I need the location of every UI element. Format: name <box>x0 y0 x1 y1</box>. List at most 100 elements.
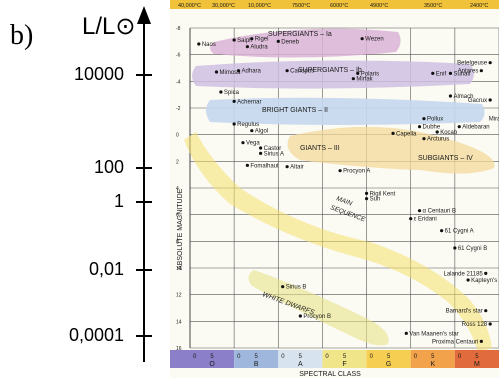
star: Almach <box>448 94 473 100</box>
star: Capella <box>391 131 417 137</box>
spectral-subclass-label: 5 <box>387 354 391 360</box>
spectral-subclass-label: 0 <box>237 354 241 360</box>
star: Algol <box>250 129 268 135</box>
spectral-class-cell: 0 5O <box>190 350 235 368</box>
star-dot <box>259 146 263 150</box>
temperature-strip: 40,000°C 30,000°C 10,000°C 7500°C 6000°C 4900… <box>170 0 499 9</box>
magnitude-tick-label: -6 <box>176 53 181 59</box>
spectral-subclass-label: 5 <box>255 354 259 360</box>
spectral-class-swatch <box>454 350 499 368</box>
star-dot <box>364 191 369 195</box>
star: Naos <box>197 42 216 48</box>
spectral-subclass-label: 5 <box>343 354 347 360</box>
star-dot <box>364 197 369 201</box>
spectral-class-strip: 0 5O0 5B0 5A0 5F0 5G0 5K0 5M <box>170 350 499 368</box>
temperature-label: 4900°C <box>370 3 388 9</box>
magnitude-labels: -8 -6 -4 -2 0 2 4 6 8 10 12 14 16 <box>176 26 182 352</box>
temperature-label: 40,000°C <box>178 3 201 9</box>
spectral-subclass-label: 0 <box>325 354 329 360</box>
star-dot <box>448 71 453 75</box>
star: Lalande 21185 <box>443 271 488 277</box>
magnitude-tick-label: 2 <box>176 159 179 165</box>
star-label: Saiph <box>237 38 252 44</box>
star-label: Deneb <box>281 39 299 45</box>
star-label: Ross 128 <box>462 322 488 328</box>
star-label: Aldebaran <box>462 125 489 131</box>
star-label: Wezen <box>365 37 384 43</box>
star-dot <box>457 125 461 129</box>
star-dot <box>448 94 453 98</box>
temperature-strip-bg <box>170 0 499 9</box>
spectral-class-swatch <box>278 350 323 368</box>
luminosity-axis-label: L/L⊙ <box>82 13 136 40</box>
star: Altair <box>285 165 304 171</box>
spectral-class-cell: 0 5B <box>234 350 279 368</box>
spectral-strip-lead <box>170 350 190 368</box>
temperature-label: 30,000°C <box>212 3 235 9</box>
star-label: Procyon A <box>343 169 370 175</box>
star-label: ε Eridani <box>414 217 437 223</box>
magnitude-tick-label: 14 <box>176 319 182 325</box>
star-dot <box>453 246 457 250</box>
luminosity-tick-label: 0,0001 <box>68 325 124 345</box>
star-label: Algol <box>255 129 268 135</box>
star-label: Castor <box>264 146 282 152</box>
star-label: Mimosa <box>219 70 241 76</box>
star: Mirfak <box>351 77 374 83</box>
star-label: Suhail <box>453 71 470 77</box>
region-label: SUPERGIANTS – Ia <box>268 31 332 38</box>
star-label: Sirius B <box>286 285 307 291</box>
magnitude-tick-label: 0 <box>176 133 179 139</box>
star-label: Almach <box>453 94 473 100</box>
star: Rigel <box>250 37 268 43</box>
star-dot <box>250 37 254 41</box>
star-dot <box>409 217 413 221</box>
star-dot <box>232 38 236 42</box>
star-points: Naos Saiph Rigel Deneb Aludra Wezen Mimosa Adha… <box>197 37 499 345</box>
spectral-subclass-label: 0 <box>458 354 462 360</box>
star-dot <box>488 322 492 326</box>
star-label: α Centauri B <box>423 209 456 215</box>
star-dot <box>440 229 444 233</box>
star-label: Mirfak <box>356 77 373 83</box>
star-label: Kocab <box>440 130 458 136</box>
star-dot <box>417 125 422 129</box>
star-label: Capella <box>396 131 417 137</box>
spectral-subclass-label: 0 <box>193 354 197 360</box>
star-label: Pollux <box>427 117 443 123</box>
spectral-class-letter: O <box>209 361 215 368</box>
star-dot <box>391 131 395 135</box>
star-dot <box>422 117 426 121</box>
star: Barnard's star <box>446 309 488 315</box>
star-label: Aludra <box>250 45 268 51</box>
star-dot <box>241 141 245 145</box>
star: Mira <box>489 117 499 123</box>
star: Sirius B <box>281 285 306 291</box>
panel-letter: b) <box>10 20 34 51</box>
star-dot <box>422 137 426 141</box>
star: Sirius A <box>259 151 284 157</box>
star: Aludra <box>245 45 268 51</box>
star-label: Spica <box>224 90 240 96</box>
star-label: Regulus <box>237 122 259 128</box>
star-label: Gacrux <box>468 98 487 104</box>
star-label: Naos <box>202 42 216 48</box>
spectral-class-letter: F <box>342 361 346 368</box>
magnitude-tick-label: 12 <box>176 293 182 299</box>
star-label: Altair <box>290 165 304 171</box>
star: Kapteyn's star <box>466 278 499 284</box>
spectral-subclass-label: 5 <box>431 354 435 360</box>
star: Kocab <box>435 130 458 136</box>
star: Proxima Centauri <box>432 339 483 345</box>
star: Enif <box>431 71 446 77</box>
star-label: Kapteyn's star <box>471 278 499 284</box>
spectral-subclass-label: 5 <box>210 354 214 360</box>
star-label: Fomalhaut <box>250 163 279 169</box>
star: Regulus <box>232 122 259 128</box>
star: Adhara <box>236 69 262 75</box>
star-dot <box>232 122 236 126</box>
spectral-class-letter: A <box>298 361 303 368</box>
star: Rigil Kent <box>364 191 396 197</box>
luminosity-axis-panel: b) L/L⊙ 10000 100 1 0,01 0,0001 <box>0 0 170 378</box>
star: Ross 128 <box>462 322 492 328</box>
